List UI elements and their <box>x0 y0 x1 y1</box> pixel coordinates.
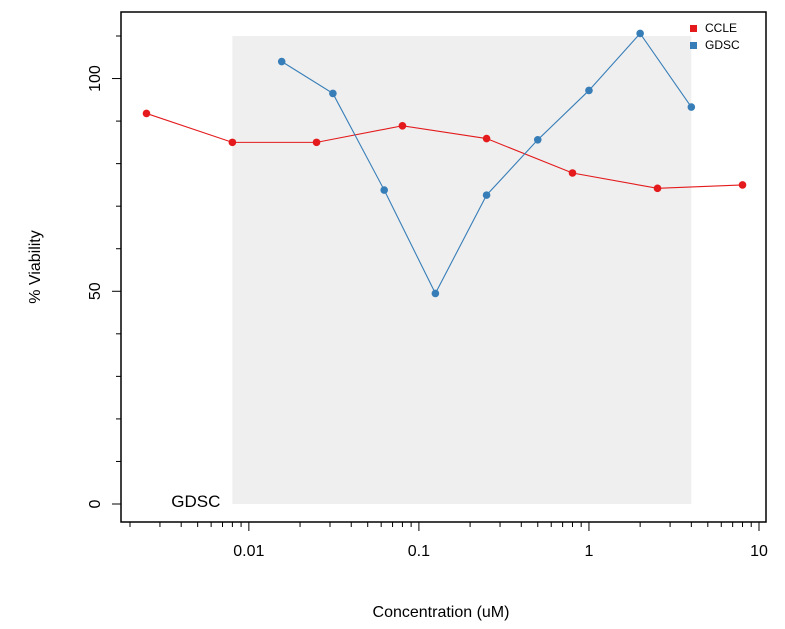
data-point-gdsc-5 <box>533 136 542 144</box>
data-point-gdsc-6 <box>585 86 593 95</box>
series-line-ccle <box>146 112 743 189</box>
x-tick-label-1: 0.1 <box>408 543 430 560</box>
data-point-gdsc-1 <box>329 89 337 98</box>
x-tick-label-2: 1 <box>584 543 593 560</box>
data-point-gdsc-2 <box>380 186 388 194</box>
legend-label-ccle: CCLE <box>705 21 737 35</box>
x-tick-label-3: 10 <box>750 543 768 560</box>
data-point-gdsc-0 <box>277 57 286 66</box>
data-point-ccle-7 <box>738 181 747 189</box>
legend-swatch-gdsc <box>690 42 697 49</box>
legend-label-gdsc: GDSC <box>705 38 740 52</box>
x-tick-label-0: 0.01 <box>233 543 264 560</box>
data-point-ccle-1 <box>228 138 237 147</box>
data-point-ccle-0 <box>142 109 151 118</box>
y-tick-label-1: 50 <box>87 282 104 300</box>
data-point-gdsc-4 <box>482 191 491 199</box>
data-point-ccle-2 <box>312 138 321 147</box>
x-axis-title: Concentration (uM) <box>373 604 510 621</box>
shaded-region <box>232 36 692 504</box>
legend-swatch-ccle <box>690 25 697 32</box>
data-point-gdsc-8 <box>687 103 696 111</box>
data-point-ccle-3 <box>398 121 407 130</box>
data-point-gdsc-3 <box>431 289 440 298</box>
data-point-gdsc-7 <box>636 29 644 38</box>
data-point-ccle-4 <box>482 134 491 143</box>
data-point-ccle-6 <box>653 184 662 193</box>
data-point-ccle-5 <box>568 169 577 177</box>
y-axis-title: % Viability <box>27 230 44 304</box>
shaded-region-label: GDSC <box>171 492 220 511</box>
y-tick-label-0: 0 <box>87 499 104 508</box>
y-tick-label-2: 100 <box>87 65 104 92</box>
